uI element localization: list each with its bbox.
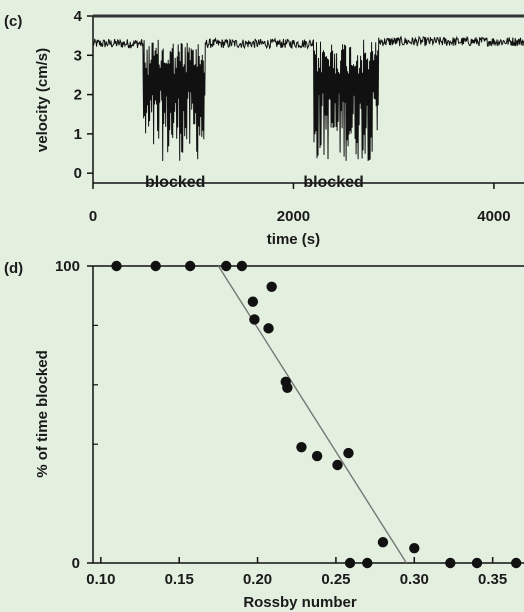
panel-c-label: (c) bbox=[4, 13, 22, 30]
blocked-annotation: blocked bbox=[145, 174, 205, 191]
fit-line bbox=[217, 265, 408, 564]
data-point bbox=[221, 260, 232, 272]
y-tick-label: 100 bbox=[55, 258, 80, 275]
y-tick-label: 3 bbox=[74, 47, 82, 64]
y-tick-label: 2 bbox=[74, 87, 82, 104]
data-point bbox=[247, 296, 259, 307]
panel-d-label: (d) bbox=[4, 260, 23, 277]
panel-d: (d) 0 100 0.10 0.15 0.20 0.25 0.30 0.35 Rossby … bbox=[4, 258, 524, 611]
data-point bbox=[311, 450, 323, 462]
data-point bbox=[343, 447, 354, 459]
data-point bbox=[111, 260, 122, 272]
x-axis-title: Rossby number bbox=[243, 594, 357, 611]
data-point bbox=[409, 542, 420, 554]
data-point bbox=[266, 281, 277, 292]
data-point bbox=[510, 557, 522, 569]
data-point bbox=[344, 557, 356, 569]
data-point bbox=[445, 557, 456, 569]
x-tick-label: 0.25 bbox=[321, 571, 350, 588]
blocked-scatter-plot: 0 100 0.10 0.15 0.20 0.25 0.30 0.35 bbox=[55, 258, 524, 588]
y-axis-title: velocity (cm/s) bbox=[34, 48, 51, 152]
data-point bbox=[471, 557, 483, 569]
x-tick-label: 0.20 bbox=[243, 571, 272, 588]
panel-c: (c) 0 1 2 3 4 0 2000 4000 blocked blocked time (s… bbox=[4, 8, 524, 248]
data-point bbox=[377, 537, 389, 548]
blocked-annotation: blocked bbox=[303, 174, 363, 191]
y-tick-label: 4 bbox=[74, 8, 83, 25]
y-tick-label: 0 bbox=[72, 555, 80, 572]
x-tick-label: 0 bbox=[89, 208, 97, 225]
x-tick-label: 0.10 bbox=[86, 571, 115, 588]
x-tick-label: 2000 bbox=[277, 208, 310, 225]
data-point bbox=[150, 260, 161, 272]
data-point bbox=[184, 260, 196, 272]
x-tick-label: 0.35 bbox=[478, 571, 507, 588]
data-point bbox=[362, 557, 373, 569]
velocity-line bbox=[92, 35, 524, 162]
y-tick-label: 1 bbox=[74, 126, 82, 143]
y-tick-label: 0 bbox=[74, 165, 82, 182]
data-point bbox=[332, 459, 343, 471]
x-tick-label: 0.30 bbox=[400, 571, 429, 588]
data-point bbox=[236, 260, 248, 272]
velocity-plot: 0 1 2 3 4 0 2000 4000 blocked blocked bbox=[74, 8, 524, 225]
x-tick-label: 0.15 bbox=[165, 571, 194, 588]
data-point bbox=[296, 441, 307, 453]
data-point bbox=[263, 323, 274, 334]
y-axis-title: % of time blocked bbox=[34, 350, 51, 478]
data-point bbox=[282, 382, 293, 393]
x-tick-label: 4000 bbox=[477, 208, 510, 225]
x-axis-title: time (s) bbox=[267, 231, 320, 248]
data-point bbox=[249, 314, 260, 325]
